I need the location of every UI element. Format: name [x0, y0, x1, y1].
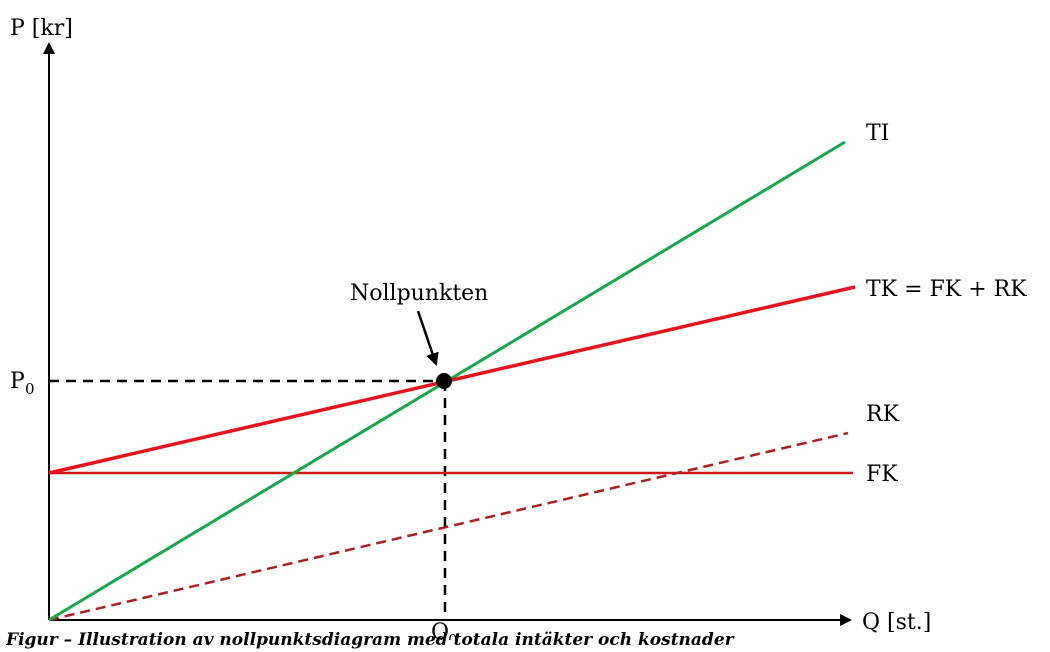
figure-caption: Figur – Illustration av nollpunktsdiagra… — [6, 630, 734, 650]
svg-text:Q: Q — [431, 620, 449, 640]
fk-label: FK — [866, 462, 898, 487]
q0-tick-label: Q 0 — [431, 620, 458, 640]
x-axis-label: Q [st.] — [862, 610, 931, 635]
svg-text:0: 0 — [25, 380, 35, 398]
break-even-label: Nollpunkten — [350, 281, 488, 306]
tk-label: TK = FK + RK — [866, 277, 1027, 302]
break-even-point — [436, 373, 452, 389]
svg-text:0: 0 — [448, 631, 458, 640]
p0-tick-label: P 0 — [10, 369, 35, 398]
ti-label: TI — [866, 121, 889, 146]
svg-text:P: P — [10, 369, 25, 394]
rk-label: RK — [866, 402, 900, 427]
y-axis-label: P [kr] — [10, 16, 73, 41]
break-even-callout-arrow — [416, 310, 439, 367]
tk-line — [48, 285, 856, 475]
rk-line — [48, 431, 849, 622]
